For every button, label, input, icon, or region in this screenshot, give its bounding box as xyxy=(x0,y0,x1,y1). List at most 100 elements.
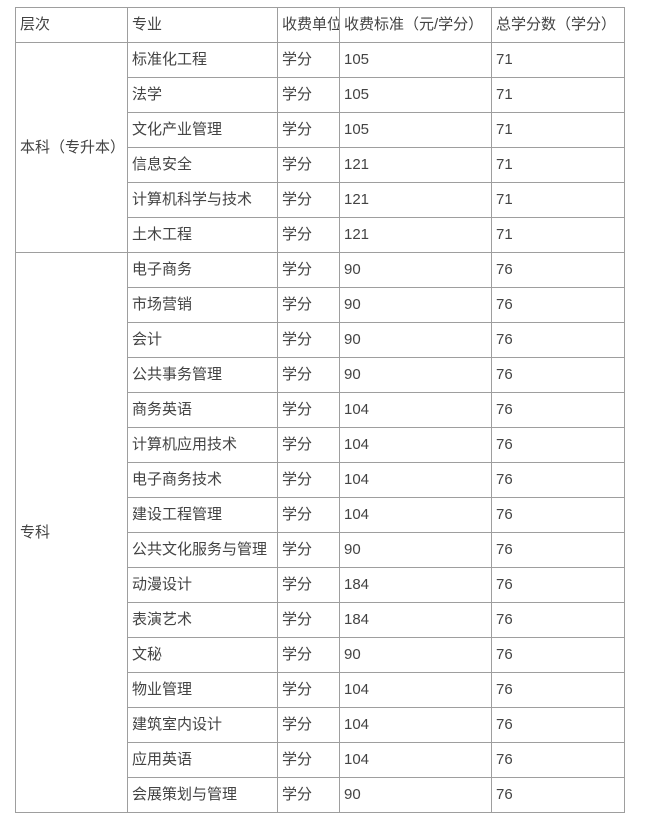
table-row: 表演艺术 学分 184 76 xyxy=(16,602,625,638)
fee-standard-cell: 105 xyxy=(339,77,492,113)
total-credits-cell: 76 xyxy=(491,532,625,568)
major-cell: 公共事务管理 xyxy=(127,357,278,393)
total-credits-cell: 76 xyxy=(491,637,625,673)
fee-standard-cell: 105 xyxy=(339,42,492,78)
table-row: 专科 电子商务 学分 90 76 xyxy=(15,252,625,813)
total-credits-cell: 76 xyxy=(491,777,625,813)
fee-standard-cell: 104 xyxy=(339,672,492,708)
total-credits-cell: 76 xyxy=(491,672,625,708)
fee-unit-cell: 学分 xyxy=(277,672,340,708)
table-row: 公共事务管理 学分 90 76 xyxy=(16,357,625,393)
fee-unit-cell: 学分 xyxy=(277,182,340,218)
fee-unit-cell: 学分 xyxy=(277,532,340,568)
fee-standard-cell: 90 xyxy=(339,532,492,568)
fee-standard-cell: 121 xyxy=(339,182,492,218)
major-cell: 市场营销 xyxy=(127,287,278,323)
major-cell: 电子商务 xyxy=(127,252,278,288)
major-cell: 文秘 xyxy=(127,637,278,673)
major-cell: 应用英语 xyxy=(127,742,278,778)
total-credits-cell: 76 xyxy=(491,497,625,533)
major-cell: 标准化工程 xyxy=(127,42,278,78)
fee-standard-cell: 184 xyxy=(339,602,492,638)
fee-standard-cell: 121 xyxy=(339,217,492,253)
major-cell: 商务英语 xyxy=(127,392,278,428)
fee-unit-cell: 学分 xyxy=(277,357,340,393)
fee-unit-cell: 学分 xyxy=(277,147,340,183)
table-row: 会计 学分 90 76 xyxy=(16,322,625,358)
table-row: 公共文化服务与管理 学分 90 76 xyxy=(16,532,625,568)
column-header-level: 层次 xyxy=(15,7,128,43)
fee-standard-cell: 90 xyxy=(339,322,492,358)
fee-standard-cell: 104 xyxy=(339,427,492,463)
fee-unit-cell: 学分 xyxy=(277,217,340,253)
fee-unit-cell: 学分 xyxy=(277,427,340,463)
fee-unit-cell: 学分 xyxy=(277,777,340,813)
column-header-fee-unit: 收费单位 xyxy=(277,7,340,43)
fee-unit-cell: 学分 xyxy=(277,112,340,148)
tuition-fee-table: 层次 专业 收费单位 收费标准（元/学分） 总学分数（学分） 本科（专升本） 标准… xyxy=(15,7,625,813)
table-row: 市场营销 学分 90 76 xyxy=(16,287,625,323)
major-cell: 建筑室内设计 xyxy=(127,707,278,743)
major-cell: 法学 xyxy=(127,77,278,113)
fee-standard-cell: 104 xyxy=(339,497,492,533)
fee-standard-cell: 90 xyxy=(339,287,492,323)
table-row: 电子商务技术 学分 104 76 xyxy=(16,462,625,498)
major-cell: 动漫设计 xyxy=(127,567,278,603)
total-credits-cell: 76 xyxy=(491,567,625,603)
header-row: 层次 专业 收费单位 收费标准（元/学分） 总学分数（学分） xyxy=(15,7,625,43)
column-header-fee-standard: 收费标准（元/学分） xyxy=(339,7,492,43)
major-cell: 计算机应用技术 xyxy=(127,427,278,463)
column-header-major: 专业 xyxy=(127,7,278,43)
table-row: 土木工程 学分 121 71 xyxy=(16,217,625,253)
fee-standard-cell: 90 xyxy=(339,357,492,393)
fee-unit-cell: 学分 xyxy=(277,42,340,78)
table-row: 文秘 学分 90 76 xyxy=(16,637,625,673)
fee-unit-cell: 学分 xyxy=(277,567,340,603)
major-cell: 公共文化服务与管理 xyxy=(127,532,278,568)
total-credits-cell: 76 xyxy=(491,462,625,498)
fee-standard-cell: 90 xyxy=(339,637,492,673)
fee-unit-cell: 学分 xyxy=(277,77,340,113)
table-row: 建筑室内设计 学分 104 76 xyxy=(16,707,625,743)
fee-standard-cell: 184 xyxy=(339,567,492,603)
major-cell: 电子商务技术 xyxy=(127,462,278,498)
total-credits-cell: 76 xyxy=(491,357,625,393)
major-cell: 计算机科学与技术 xyxy=(127,182,278,218)
major-cell: 会展策划与管理 xyxy=(127,777,278,813)
total-credits-cell: 76 xyxy=(491,427,625,463)
table-row: 文化产业管理 学分 105 71 xyxy=(16,112,625,148)
total-credits-cell: 76 xyxy=(491,392,625,428)
total-credits-cell: 71 xyxy=(491,182,625,218)
major-cell: 会计 xyxy=(127,322,278,358)
total-credits-cell: 71 xyxy=(491,147,625,183)
fee-unit-cell: 学分 xyxy=(277,392,340,428)
major-cell: 土木工程 xyxy=(127,217,278,253)
major-cell: 物业管理 xyxy=(127,672,278,708)
level-cell: 专科 xyxy=(15,252,128,813)
fee-standard-cell: 90 xyxy=(339,252,492,288)
total-credits-cell: 76 xyxy=(491,287,625,323)
fee-standard-cell: 104 xyxy=(339,742,492,778)
major-cell: 建设工程管理 xyxy=(127,497,278,533)
total-credits-cell: 76 xyxy=(491,707,625,743)
total-credits-cell: 76 xyxy=(491,602,625,638)
total-credits-cell: 71 xyxy=(491,77,625,113)
column-header-total-credits: 总学分数（学分） xyxy=(491,7,625,43)
major-cell: 表演艺术 xyxy=(127,602,278,638)
total-credits-cell: 76 xyxy=(491,322,625,358)
fee-standard-cell: 90 xyxy=(339,777,492,813)
fee-standard-cell: 121 xyxy=(339,147,492,183)
table-row: 会展策划与管理 学分 90 76 xyxy=(16,777,625,813)
fee-unit-cell: 学分 xyxy=(277,707,340,743)
fee-unit-cell: 学分 xyxy=(277,287,340,323)
fee-unit-cell: 学分 xyxy=(277,602,340,638)
fee-standard-cell: 104 xyxy=(339,392,492,428)
fee-unit-cell: 学分 xyxy=(277,637,340,673)
total-credits-cell: 71 xyxy=(491,42,625,78)
table-row: 建设工程管理 学分 104 76 xyxy=(16,497,625,533)
total-credits-cell: 76 xyxy=(491,252,625,288)
table-row: 信息安全 学分 121 71 xyxy=(16,147,625,183)
table-row: 应用英语 学分 104 76 xyxy=(16,742,625,778)
fee-unit-cell: 学分 xyxy=(277,252,340,288)
